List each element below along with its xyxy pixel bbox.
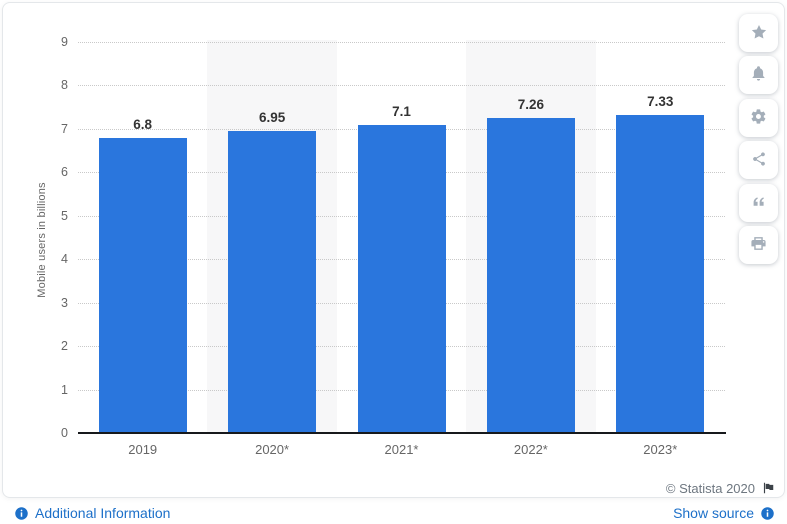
- y-axis-title: Mobile users in billions: [36, 182, 48, 298]
- flag-icon[interactable]: [761, 481, 775, 495]
- share-button[interactable]: [739, 141, 778, 179]
- x-tick-label: 2021*: [384, 442, 419, 457]
- additional-information-label: Additional Information: [35, 505, 171, 521]
- y-tick-label: 6: [61, 165, 68, 180]
- bar-value-label: 6.8: [133, 116, 153, 132]
- show-source-link[interactable]: Show source: [673, 504, 775, 522]
- x-tick-label: 2022*: [513, 442, 548, 457]
- star-icon: [750, 23, 768, 44]
- x-tick-label: 2023*: [643, 442, 678, 457]
- x-tick-label: 2020*: [255, 442, 290, 457]
- gear-icon: [750, 108, 767, 128]
- y-tick-label: 5: [61, 208, 68, 223]
- y-tick-label: 7: [61, 121, 68, 136]
- bar[interactable]: [357, 124, 446, 433]
- favorite-button[interactable]: [739, 14, 778, 52]
- share-icon: [751, 151, 767, 170]
- info-icon: [760, 506, 775, 521]
- printer-icon: [750, 235, 767, 255]
- quote-icon: [750, 193, 767, 213]
- show-source-label: Show source: [673, 505, 754, 521]
- bar[interactable]: [98, 137, 187, 433]
- y-tick-label: 8: [61, 78, 68, 93]
- gridline: [78, 42, 725, 43]
- y-tick-label: 4: [61, 252, 68, 267]
- bar-value-label: 7.26: [517, 96, 545, 112]
- additional-information-link[interactable]: Additional Information: [14, 504, 170, 522]
- cite-button[interactable]: [739, 184, 778, 222]
- y-tick-label: 1: [61, 382, 68, 397]
- settings-button[interactable]: [739, 99, 778, 137]
- y-tick-label: 9: [61, 35, 68, 49]
- bar-value-label: 7.33: [647, 93, 674, 109]
- y-tick-label: 3: [61, 295, 68, 310]
- notifications-button[interactable]: [739, 56, 778, 94]
- gridline: [78, 85, 725, 87]
- copyright: © Statista 2020: [666, 479, 775, 497]
- bar[interactable]: [486, 117, 575, 433]
- bar[interactable]: [616, 114, 705, 433]
- bar[interactable]: [228, 131, 317, 433]
- y-tick-label: 2: [61, 339, 68, 354]
- copyright-text: © Statista 2020: [665, 480, 755, 496]
- y-tick-label: 0: [61, 426, 68, 440]
- info-icon: [14, 506, 29, 521]
- bar-value-label: 6.95: [258, 110, 286, 126]
- bell-icon: [750, 65, 767, 85]
- bar-value-label: 7.1: [392, 103, 411, 119]
- x-axis-line: [78, 431, 726, 434]
- print-button[interactable]: [739, 226, 778, 264]
- x-tick-label: 2019: [128, 442, 158, 457]
